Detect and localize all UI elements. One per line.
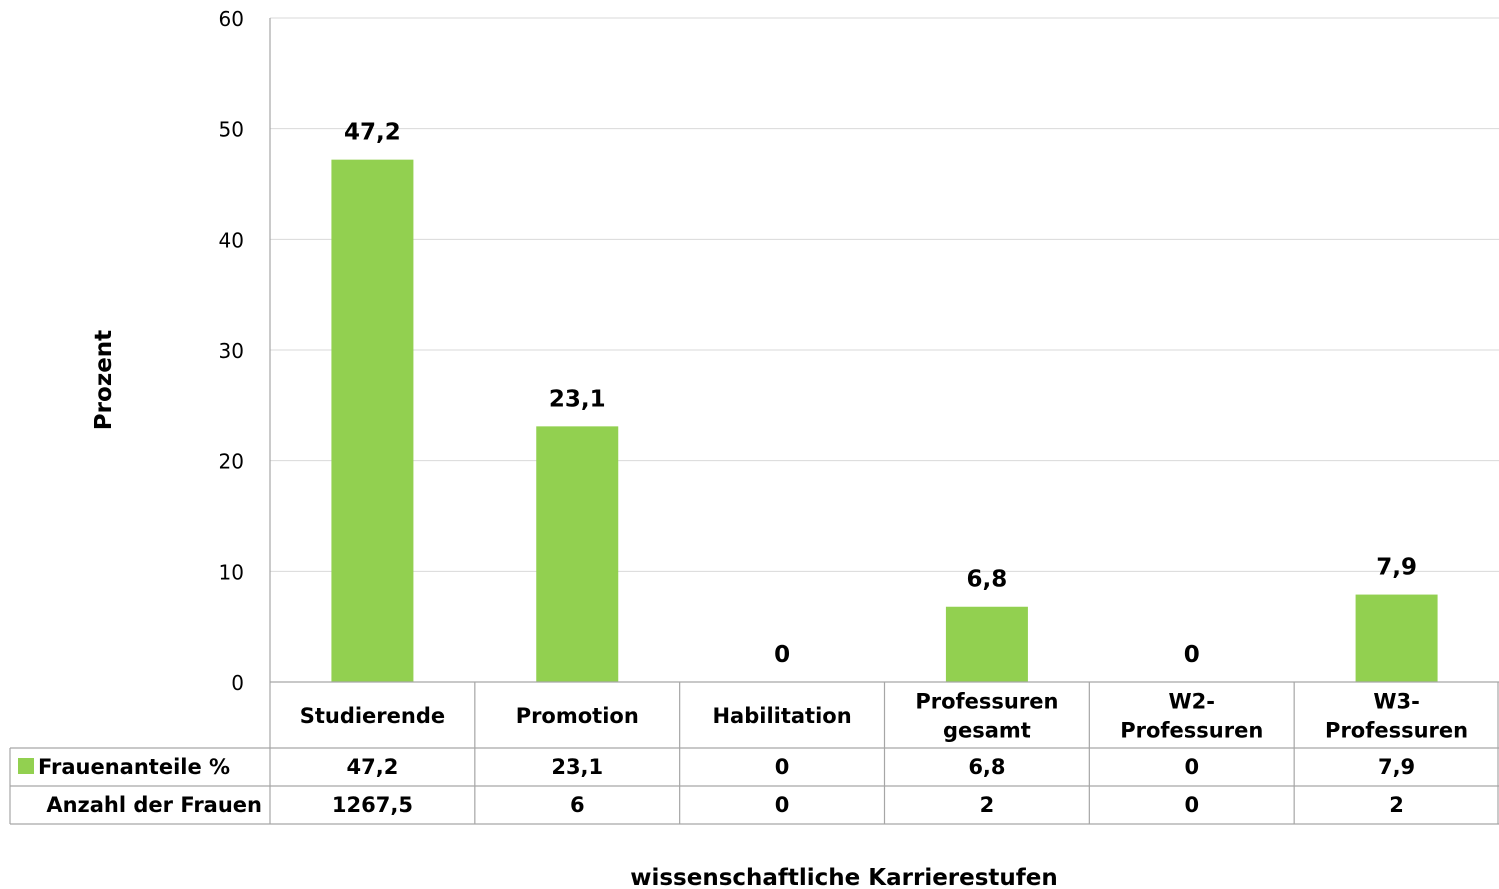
- y-tick-label: 20: [219, 450, 244, 474]
- table-cell: 23,1: [551, 755, 603, 779]
- category-label: gesamt: [943, 719, 1031, 743]
- y-tick-labels: 0 10 20 30 40 50 60: [219, 7, 244, 695]
- category-label: Studierende: [300, 704, 445, 728]
- y-tick-label: 50: [219, 118, 244, 142]
- category-label: W3-: [1373, 690, 1420, 714]
- bar: [331, 159, 414, 683]
- bar-data-label: 7,9: [1376, 555, 1417, 581]
- table-cell: 6,8: [968, 755, 1005, 779]
- bar: [945, 606, 1028, 682]
- y-tick-label: 10: [219, 560, 244, 584]
- table-cell: 0: [775, 793, 790, 817]
- bar-data-label: 47,2: [344, 120, 401, 146]
- bars: [331, 159, 1438, 683]
- category-label: Professuren: [1120, 719, 1263, 743]
- table-cell: 6: [570, 793, 585, 817]
- bar-data-label: 0: [1184, 642, 1200, 668]
- category-label: Professuren: [1325, 719, 1468, 743]
- category-label: W2-: [1169, 690, 1216, 714]
- category-label: Habilitation: [712, 704, 851, 728]
- table-row-label: Frauenanteile %: [38, 755, 230, 779]
- bar-data-label: 23,1: [549, 386, 606, 412]
- table-row-label: Anzahl der Frauen: [46, 793, 262, 817]
- bar-data-label: 6,8: [967, 567, 1008, 593]
- bar-data-label: 0: [774, 642, 790, 668]
- y-tick-label: 40: [219, 228, 244, 252]
- table-cell: 0: [775, 755, 790, 779]
- bar: [536, 426, 619, 682]
- y-tick-label: 60: [219, 7, 244, 31]
- category-label: Professuren: [915, 690, 1058, 714]
- table-cell: 1267,5: [332, 793, 413, 817]
- gridlines: [269, 17, 1499, 682]
- bar: [1355, 594, 1438, 682]
- category-label: Promotion: [516, 704, 639, 728]
- data-table: Studierende Promotion Habilitation Professu…: [9, 681, 1499, 825]
- table-cell: 47,2: [347, 755, 399, 779]
- table-cell: 7,9: [1378, 755, 1415, 779]
- bar-data-labels: 47,2 23,1 0 6,8 0 7,9: [344, 120, 1417, 668]
- x-axis-label: wissenschaftliche Karrierestufen: [630, 865, 1058, 889]
- table-cell: 0: [1184, 793, 1199, 817]
- table-cell: 0: [1184, 755, 1199, 779]
- y-tick-label: 30: [219, 339, 244, 363]
- legend-key: [18, 758, 34, 774]
- y-axis-label: Prozent: [91, 330, 117, 430]
- table-cell: 2: [980, 793, 995, 817]
- table-cell: 2: [1389, 793, 1404, 817]
- y-tick-label: 0: [231, 671, 244, 695]
